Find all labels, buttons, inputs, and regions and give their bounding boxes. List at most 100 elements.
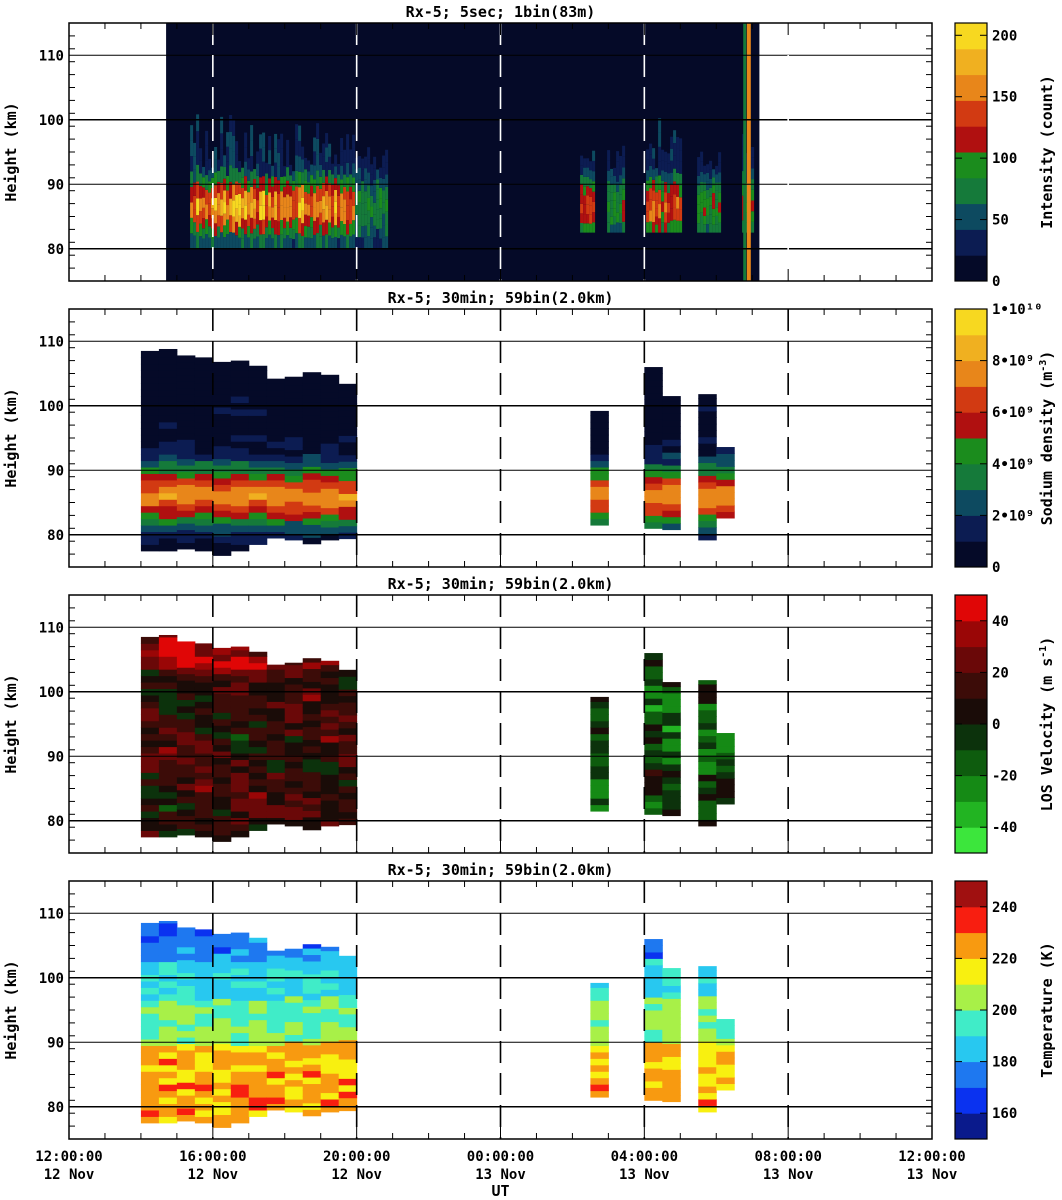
profile-cell xyxy=(662,396,681,402)
raw-cell xyxy=(268,164,272,179)
profile-cell xyxy=(194,357,214,365)
profile-cell xyxy=(662,998,681,1006)
data-layer xyxy=(140,348,735,556)
raw-cell xyxy=(349,149,353,162)
profile-cell xyxy=(590,772,609,780)
raw-cell xyxy=(208,181,212,193)
profile-cell xyxy=(248,765,268,773)
raw-cell xyxy=(193,156,197,170)
profile-cell xyxy=(266,798,286,806)
profile-cell xyxy=(338,805,358,813)
raw-cell xyxy=(745,192,749,203)
profile-cell xyxy=(248,942,268,950)
raw-cell xyxy=(226,161,230,176)
profile-cell xyxy=(212,432,232,440)
raw-cell xyxy=(274,234,278,249)
raw-cell xyxy=(229,165,233,182)
profile-cell xyxy=(176,542,196,550)
raw-cell xyxy=(328,169,332,184)
profile-cell xyxy=(140,1109,160,1117)
raw-cell xyxy=(592,171,596,182)
profile-cell xyxy=(644,788,663,796)
profile-cell xyxy=(230,961,250,969)
raw-cell xyxy=(244,234,248,249)
profile-cell xyxy=(176,1082,196,1090)
profile-cell xyxy=(248,434,268,442)
profile-cell xyxy=(194,811,214,819)
raw-cell xyxy=(286,180,290,195)
raw-cell xyxy=(250,140,254,156)
profile-cell xyxy=(266,1090,286,1098)
raw-cell xyxy=(301,146,305,160)
raw-cell xyxy=(670,208,674,221)
raw-cell xyxy=(268,178,272,193)
profile-cell xyxy=(212,1069,232,1077)
profile-cell xyxy=(320,1066,340,1074)
profile-cell xyxy=(266,499,286,507)
raw-cell xyxy=(613,167,617,176)
profile-cell xyxy=(716,1077,735,1085)
profile-cell xyxy=(158,389,178,397)
y-axis-label: Height (km) xyxy=(2,102,20,201)
raw-cell xyxy=(703,165,707,175)
profile-cell xyxy=(698,793,717,801)
profile-cell xyxy=(284,520,304,528)
profile-cell xyxy=(590,415,609,423)
profile-cell xyxy=(176,959,196,967)
profile-cell xyxy=(590,1058,609,1066)
raw-cell xyxy=(619,165,623,176)
profile-cell xyxy=(716,745,735,753)
profile-cell xyxy=(140,968,160,976)
profile-cell xyxy=(338,818,358,826)
raw-cell xyxy=(676,172,680,185)
raw-cell xyxy=(217,215,221,227)
profile-cell xyxy=(230,454,250,462)
raw-cell xyxy=(715,215,719,225)
profile-cell xyxy=(644,997,663,1005)
profile-cell xyxy=(644,756,663,764)
raw-cell xyxy=(655,168,659,177)
panel-title: Rx-5; 5sec; 1bin(83m) xyxy=(406,3,596,21)
profile-cell xyxy=(338,734,358,742)
raw-cell xyxy=(229,131,233,149)
raw-cell xyxy=(286,139,290,154)
profile-cell xyxy=(644,444,663,452)
profile-cell xyxy=(140,486,160,494)
raw-cell xyxy=(619,175,623,185)
profile-cell xyxy=(176,647,196,655)
raw-cell xyxy=(676,220,680,233)
profile-cell xyxy=(338,1033,358,1041)
raw-cell xyxy=(646,159,650,171)
profile-cell xyxy=(338,403,358,411)
profile-cell xyxy=(302,700,322,708)
profile-cell xyxy=(284,662,304,666)
profile-cell xyxy=(194,1026,214,1034)
raw-cell xyxy=(262,234,266,249)
profile-cell xyxy=(662,693,681,700)
raw-cell xyxy=(619,223,623,233)
profile-cell xyxy=(590,1013,609,1021)
raw-cell xyxy=(352,134,356,149)
profile-cell xyxy=(338,1052,358,1060)
profile-cell xyxy=(302,1057,322,1065)
profile-cell xyxy=(644,782,663,789)
raw-cell xyxy=(709,178,713,188)
profile-cell xyxy=(698,729,717,737)
profile-cell xyxy=(284,748,304,756)
profile-cell xyxy=(284,378,304,386)
raw-cell xyxy=(661,149,665,161)
raw-cell xyxy=(346,134,350,149)
profile-cell xyxy=(194,1019,214,1027)
profile-cell xyxy=(212,419,232,427)
colorbar-frame xyxy=(954,308,988,568)
profile-cell xyxy=(248,441,268,449)
raw-cell xyxy=(223,213,227,226)
profile-cell xyxy=(212,445,232,453)
raw-cell xyxy=(583,158,587,168)
profile-cell xyxy=(266,378,286,384)
profile-cell xyxy=(284,1099,304,1106)
profile-cell xyxy=(698,684,717,691)
profile-cell xyxy=(644,659,663,667)
profile-cell xyxy=(194,772,214,780)
